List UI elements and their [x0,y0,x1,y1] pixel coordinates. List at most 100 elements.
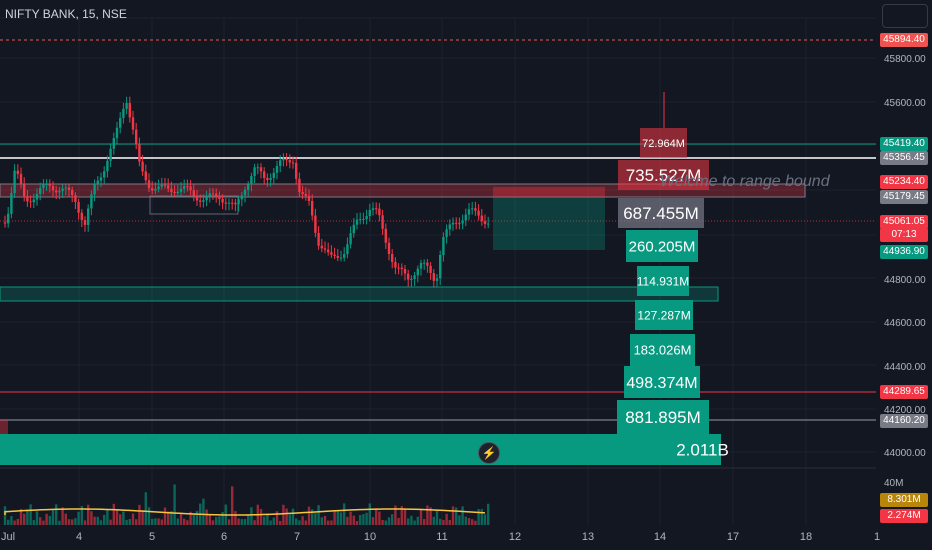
candle-body [298,178,301,193]
volume-profile-label: 260.205M [629,238,696,255]
volume-profile-label: 735.527M [626,166,702,185]
candle-body [39,188,42,195]
volume-bar [202,498,205,525]
volume-bar [39,517,42,525]
candle-body [391,253,394,262]
candle-body [74,195,77,203]
volume-bar [410,515,413,525]
candle-body [368,209,371,217]
time-tick: Jul [0,531,16,543]
volume-bar [253,520,256,525]
volume-bar [487,503,490,525]
volume-bar [122,511,125,525]
candle-body [304,194,307,196]
volume-bar [288,514,291,525]
volume-profile-bar [618,160,709,190]
volume-bar [227,519,231,525]
candle-body [122,108,125,119]
candle-body [170,188,173,193]
volume-bar [192,513,195,525]
candle-body [3,222,7,224]
time-tick: 13 [581,531,595,543]
candle-body [51,185,55,191]
candle-body [215,193,218,197]
lightning-icon[interactable]: ⚡ [478,442,500,464]
time-tick: 5 [148,531,156,543]
candle-body [352,224,355,234]
volume-bar [432,516,435,525]
candle-body [432,273,435,281]
candle-body [125,102,128,109]
volume-bar [323,515,327,525]
candle-body [144,171,147,181]
volume-bar [215,517,218,525]
volume-bar [29,504,32,525]
candle-body [285,158,288,161]
volume-bar [32,520,35,525]
volume-bar [346,516,349,525]
candle-body [339,257,343,259]
volume-bar [42,520,45,525]
candle-body [240,195,243,200]
candle-body [343,254,346,258]
volume-bar [317,505,320,525]
volume-bar [173,484,176,525]
volume-bar [397,517,400,525]
candle-body [186,186,189,188]
volume-sma-line [4,508,486,516]
volume-bar [231,486,234,525]
candle-body [205,196,208,201]
candle-body [307,195,311,201]
candle-body [87,208,90,225]
candle-body [487,223,490,225]
candle-body [112,138,115,149]
candle-body [407,273,410,280]
chart-menu-button[interactable] [882,4,928,28]
candle-body [397,267,400,269]
candle-body [224,202,227,204]
candle-body [48,184,51,186]
volume-bar [391,514,394,525]
candle-body [231,202,234,204]
candle-body [455,222,458,224]
price-label-last: 45061.05 [880,215,928,229]
time-tick: 10 [363,531,377,543]
volume-profile-bar [637,266,689,296]
volume-bar [195,510,199,525]
time-tick: 14 [653,531,667,543]
volume-bar [112,503,115,525]
candle-body [227,202,231,204]
candle-body [314,215,317,233]
chart-annotation[interactable]: Welcme to range bound [660,173,830,190]
volume-bar [183,518,186,525]
volume-axis-tick: 40M [884,478,904,489]
candle-body [202,200,205,202]
volume-bar [464,516,467,525]
target-box [493,198,605,250]
volume-bar [352,515,355,525]
volume-sma-label: 8.301M [880,493,928,507]
candle-body [106,160,109,172]
candle-body [131,117,135,130]
volume-bar [307,506,311,525]
candle-body [451,222,455,225]
volume-bar [138,504,141,525]
candle-body [61,188,64,192]
volume-bar [311,509,314,525]
volume-bar [3,506,7,525]
time-tick: 1 [873,531,881,543]
volume-bar [131,513,135,525]
volume-bar [90,511,93,525]
price-tick: 44800.00 [884,275,926,286]
candle-body [295,162,298,179]
volume-bar [301,516,304,525]
volume-bar [263,516,266,525]
volume-bar [186,520,189,525]
demand-zone [0,286,719,302]
candle-body [458,223,461,225]
volume-bar [349,511,352,525]
candle-body [263,171,266,178]
candle-body [311,200,314,216]
volume-bar [247,514,250,525]
